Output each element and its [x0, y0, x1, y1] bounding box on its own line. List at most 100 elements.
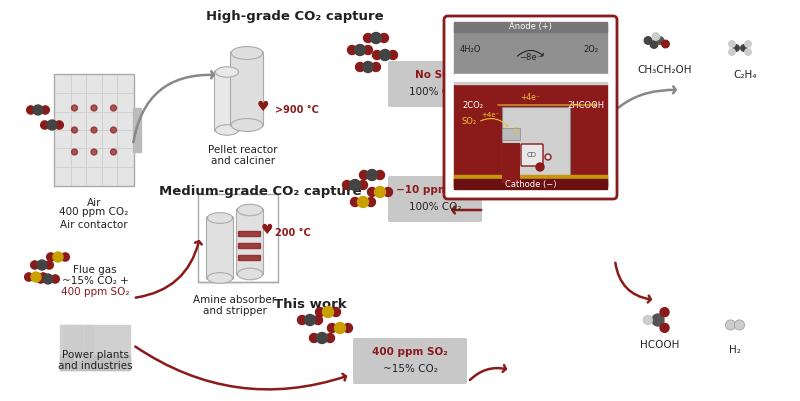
Circle shape	[322, 306, 334, 318]
Circle shape	[734, 320, 745, 330]
Circle shape	[26, 106, 35, 114]
Text: Anode (+): Anode (+)	[509, 22, 552, 32]
Ellipse shape	[238, 268, 262, 280]
Text: Air: Air	[86, 198, 102, 208]
Bar	[454, 82, 607, 84]
Circle shape	[327, 324, 337, 332]
Bar	[60, 325, 130, 370]
Circle shape	[644, 37, 652, 44]
Bar	[238, 243, 260, 248]
Circle shape	[45, 261, 54, 269]
Circle shape	[314, 316, 322, 324]
Text: 400 ppm SO₂: 400 ppm SO₂	[372, 347, 448, 357]
Circle shape	[745, 49, 751, 55]
Circle shape	[91, 105, 97, 111]
Bar	[198, 194, 278, 282]
Bar	[60, 355, 130, 370]
Text: +4e⁻: +4e⁻	[521, 93, 541, 103]
Circle shape	[379, 49, 390, 61]
FancyBboxPatch shape	[494, 99, 570, 191]
Circle shape	[660, 308, 669, 317]
Text: Flue gas: Flue gas	[73, 265, 117, 275]
Circle shape	[47, 120, 57, 130]
Circle shape	[71, 149, 78, 155]
FancyBboxPatch shape	[54, 74, 134, 186]
Text: and stripper: and stripper	[203, 306, 267, 316]
Circle shape	[350, 180, 361, 190]
Circle shape	[650, 41, 658, 48]
Circle shape	[91, 127, 97, 133]
Ellipse shape	[215, 125, 238, 135]
Text: 400 ppm CO₂: 400 ppm CO₂	[59, 207, 129, 217]
Text: 100% CO₂: 100% CO₂	[409, 87, 462, 97]
Text: CD: CD	[527, 152, 537, 158]
Circle shape	[46, 253, 55, 261]
FancyBboxPatch shape	[388, 61, 482, 107]
Circle shape	[374, 186, 386, 198]
Circle shape	[53, 252, 63, 262]
Text: This work: This work	[274, 298, 346, 311]
Circle shape	[660, 323, 669, 332]
FancyBboxPatch shape	[490, 95, 570, 195]
Text: C₂H₄: C₂H₄	[734, 70, 757, 80]
Circle shape	[110, 149, 117, 155]
Bar	[454, 175, 607, 187]
Bar	[454, 74, 607, 82]
Circle shape	[91, 149, 97, 155]
Circle shape	[366, 170, 378, 180]
Circle shape	[366, 197, 375, 207]
Text: CH₃CH₂OH: CH₃CH₂OH	[638, 65, 692, 75]
Circle shape	[652, 314, 664, 326]
Bar	[74, 325, 82, 360]
Text: Pellet reactor: Pellet reactor	[208, 145, 278, 155]
Circle shape	[25, 273, 33, 281]
Circle shape	[367, 188, 377, 196]
Circle shape	[110, 127, 117, 133]
Circle shape	[643, 316, 652, 324]
Text: Medium-grade CO₂ capture: Medium-grade CO₂ capture	[158, 185, 362, 198]
Circle shape	[733, 45, 739, 51]
Circle shape	[375, 170, 385, 180]
Circle shape	[55, 121, 63, 129]
Text: High-grade CO₂ capture: High-grade CO₂ capture	[206, 10, 384, 23]
FancyBboxPatch shape	[206, 217, 234, 279]
Bar	[502, 128, 520, 140]
Text: >900 °C: >900 °C	[275, 105, 319, 115]
Circle shape	[39, 273, 47, 281]
Bar	[238, 231, 260, 236]
Circle shape	[370, 32, 382, 43]
Text: Power plants: Power plants	[62, 350, 129, 360]
Circle shape	[298, 316, 306, 324]
FancyBboxPatch shape	[444, 16, 617, 199]
Circle shape	[315, 308, 325, 316]
Circle shape	[61, 253, 70, 261]
Text: S: S	[514, 126, 519, 136]
Circle shape	[331, 308, 341, 316]
FancyBboxPatch shape	[237, 209, 263, 275]
Circle shape	[379, 34, 389, 43]
Bar	[85, 325, 93, 350]
FancyBboxPatch shape	[214, 71, 239, 132]
Circle shape	[358, 196, 369, 207]
Text: 100% CO₂: 100% CO₂	[409, 202, 462, 212]
Circle shape	[656, 37, 664, 44]
Text: 400 ppm SO₂: 400 ppm SO₂	[61, 287, 130, 297]
Text: 200 °C: 200 °C	[275, 228, 310, 238]
Circle shape	[310, 334, 318, 342]
Bar	[454, 25, 607, 75]
Text: and calciner: and calciner	[211, 156, 275, 166]
Circle shape	[745, 41, 751, 47]
FancyBboxPatch shape	[521, 144, 543, 166]
Bar	[238, 255, 260, 260]
Circle shape	[71, 127, 78, 133]
Circle shape	[371, 63, 381, 71]
Text: −8e⁻: −8e⁻	[519, 53, 542, 63]
Circle shape	[358, 180, 367, 190]
Circle shape	[347, 45, 357, 55]
Ellipse shape	[238, 204, 262, 216]
Text: No SO₂: No SO₂	[415, 70, 455, 80]
Ellipse shape	[231, 119, 262, 132]
Circle shape	[30, 261, 39, 269]
Text: HCOOH: HCOOH	[640, 340, 680, 350]
Text: Cathode (−): Cathode (−)	[505, 180, 556, 188]
